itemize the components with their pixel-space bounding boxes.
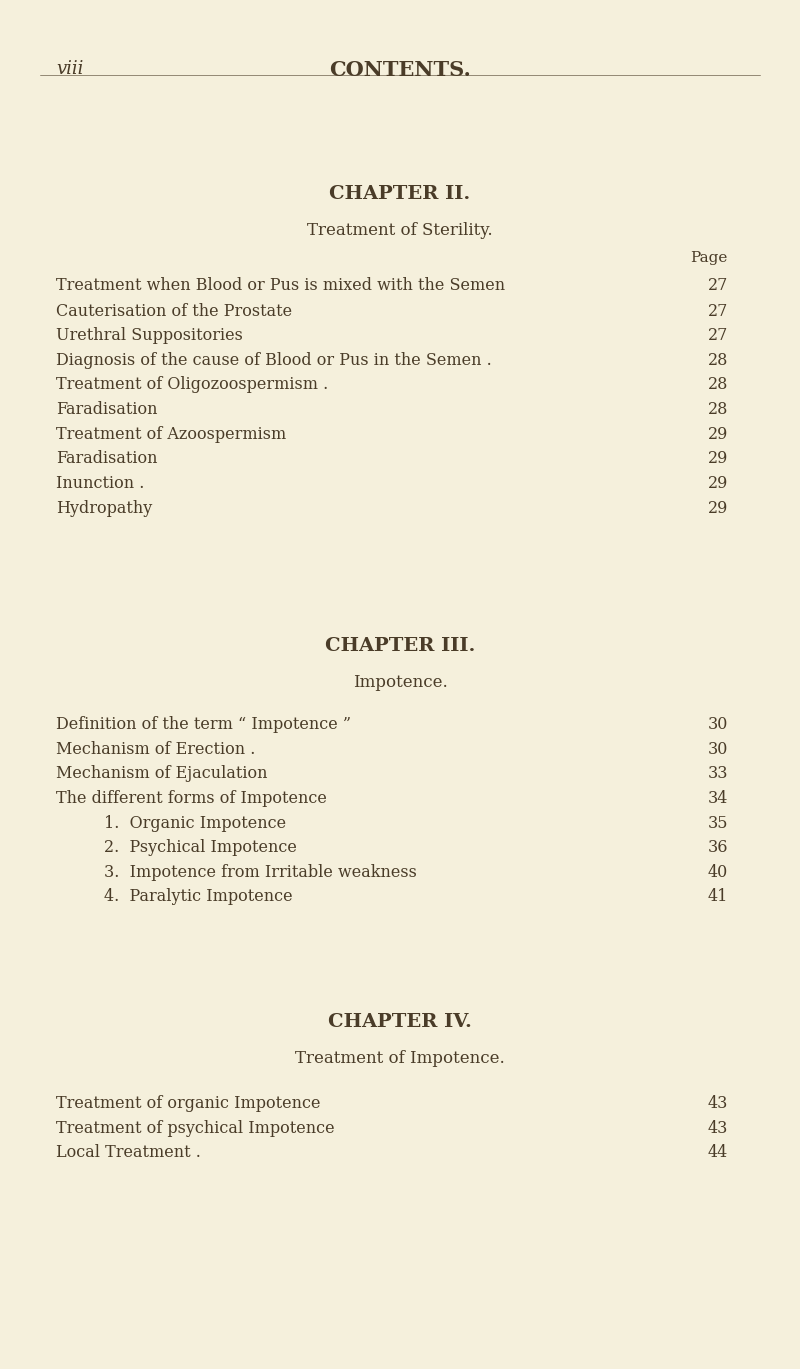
Text: Faradisation: Faradisation (56, 450, 158, 467)
Text: 34: 34 (708, 790, 728, 806)
Text: 3.  Impotence from Irritable weakness: 3. Impotence from Irritable weakness (104, 864, 417, 880)
Text: 2.  Psychical Impotence: 2. Psychical Impotence (104, 839, 297, 856)
Text: 43: 43 (708, 1120, 728, 1136)
Text: 27: 27 (708, 303, 728, 319)
Text: 30: 30 (708, 741, 728, 757)
Text: Treatment of Azoospermism: Treatment of Azoospermism (56, 426, 286, 442)
Text: 33: 33 (707, 765, 728, 782)
Text: 30: 30 (708, 716, 728, 732)
Text: Mechanism of Erection .: Mechanism of Erection . (56, 741, 255, 757)
Text: CHAPTER III.: CHAPTER III. (325, 637, 475, 654)
Text: Page: Page (690, 251, 728, 264)
Text: 28: 28 (708, 352, 728, 368)
Text: 27: 27 (708, 277, 728, 293)
Text: 29: 29 (708, 500, 728, 516)
Text: viii: viii (56, 60, 83, 78)
Text: Urethral Suppositories: Urethral Suppositories (56, 327, 243, 344)
Text: Treatment when Blood or Pus is mixed with the Semen: Treatment when Blood or Pus is mixed wit… (56, 277, 505, 293)
Text: Treatment of Oligozoospermism .: Treatment of Oligozoospermism . (56, 376, 328, 393)
Text: 35: 35 (707, 815, 728, 831)
Text: 27: 27 (708, 327, 728, 344)
Text: Mechanism of Ejaculation: Mechanism of Ejaculation (56, 765, 267, 782)
Text: The different forms of Impotence: The different forms of Impotence (56, 790, 327, 806)
Text: 29: 29 (708, 426, 728, 442)
Text: 40: 40 (708, 864, 728, 880)
Text: Treatment of psychical Impotence: Treatment of psychical Impotence (56, 1120, 334, 1136)
Text: Diagnosis of the cause of Blood or Pus in the Semen .: Diagnosis of the cause of Blood or Pus i… (56, 352, 492, 368)
Text: Local Treatment .: Local Treatment . (56, 1144, 201, 1161)
Text: Hydropathy: Hydropathy (56, 500, 152, 516)
Text: 4.  Paralytic Impotence: 4. Paralytic Impotence (104, 888, 293, 905)
Text: 28: 28 (708, 376, 728, 393)
Text: Faradisation: Faradisation (56, 401, 158, 418)
Text: 36: 36 (707, 839, 728, 856)
Text: 43: 43 (708, 1095, 728, 1112)
Text: 44: 44 (708, 1144, 728, 1161)
Text: 29: 29 (708, 475, 728, 491)
Text: CHAPTER IV.: CHAPTER IV. (328, 1013, 472, 1031)
Text: Treatment of organic Impotence: Treatment of organic Impotence (56, 1095, 321, 1112)
Text: Impotence.: Impotence. (353, 674, 447, 690)
Text: CONTENTS.: CONTENTS. (329, 60, 471, 81)
Text: 41: 41 (708, 888, 728, 905)
Text: 28: 28 (708, 401, 728, 418)
Text: Definition of the term “ Impotence ”: Definition of the term “ Impotence ” (56, 716, 351, 732)
Text: Treatment of Impotence.: Treatment of Impotence. (295, 1050, 505, 1066)
Text: 1.  Organic Impotence: 1. Organic Impotence (104, 815, 286, 831)
Text: CHAPTER II.: CHAPTER II. (330, 185, 470, 203)
Text: Cauterisation of the Prostate: Cauterisation of the Prostate (56, 303, 292, 319)
Text: 29: 29 (708, 450, 728, 467)
Text: Inunction .: Inunction . (56, 475, 144, 491)
Text: Treatment of Sterility.: Treatment of Sterility. (307, 222, 493, 238)
